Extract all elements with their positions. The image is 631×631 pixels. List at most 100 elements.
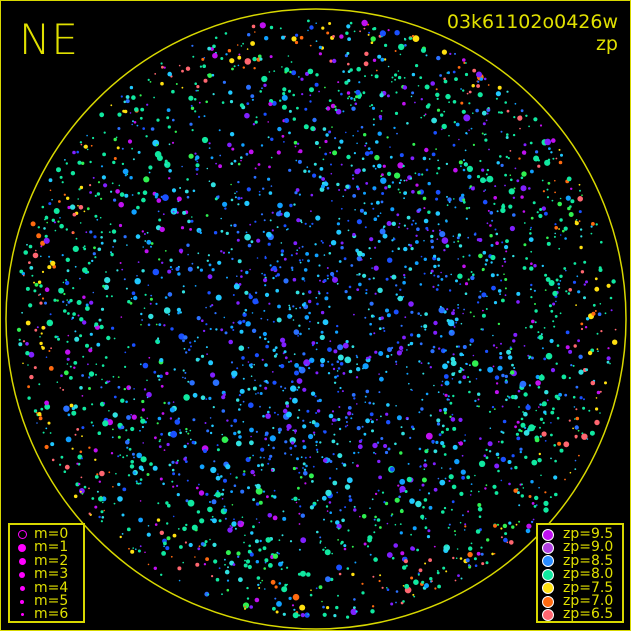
star-marker — [512, 133, 516, 137]
star-marker — [344, 188, 347, 192]
star-marker — [398, 222, 401, 225]
star-marker — [395, 293, 398, 296]
star-marker — [436, 570, 439, 572]
star-marker — [28, 244, 33, 249]
star-marker — [391, 513, 394, 516]
star-marker — [347, 529, 350, 532]
star-marker — [377, 163, 382, 169]
star-marker — [339, 509, 342, 512]
star-marker — [400, 324, 403, 327]
star-marker — [101, 175, 106, 180]
star-marker — [170, 555, 173, 558]
star-marker — [57, 220, 60, 223]
star-marker — [139, 429, 141, 432]
star-marker — [303, 359, 311, 367]
star-marker — [221, 395, 226, 400]
star-marker — [440, 278, 444, 281]
star-marker — [397, 188, 400, 191]
star-marker — [432, 462, 436, 466]
star-marker — [475, 529, 481, 534]
star-marker — [83, 245, 86, 248]
star-marker — [394, 523, 397, 526]
star-marker — [419, 76, 423, 79]
star-marker — [292, 93, 296, 97]
star-marker — [506, 133, 509, 136]
star-marker — [421, 173, 424, 176]
star-marker — [537, 331, 540, 334]
star-marker — [324, 546, 327, 549]
star-marker — [302, 292, 305, 296]
star-marker — [190, 219, 194, 223]
star-marker — [307, 170, 311, 173]
star-marker — [424, 526, 428, 530]
star-marker — [340, 163, 343, 166]
star-marker — [128, 447, 132, 451]
star-marker — [153, 370, 157, 374]
star-marker — [410, 333, 414, 337]
star-marker — [176, 493, 180, 497]
star-marker — [247, 549, 252, 554]
star-marker — [406, 227, 409, 230]
star-marker — [99, 324, 104, 330]
star-marker — [112, 486, 114, 488]
star-marker — [353, 508, 357, 512]
star-marker — [298, 193, 301, 196]
star-marker — [301, 303, 306, 307]
star-marker — [497, 440, 500, 443]
star-marker — [112, 160, 116, 165]
star-marker — [242, 400, 245, 403]
star-marker — [451, 484, 457, 490]
star-marker — [112, 246, 114, 248]
star-marker — [323, 518, 325, 521]
star-marker — [131, 414, 137, 420]
star-marker — [439, 231, 446, 238]
star-marker — [247, 243, 252, 248]
star-marker — [129, 301, 133, 305]
star-marker — [583, 398, 585, 401]
star-marker — [440, 467, 443, 469]
star-marker — [248, 149, 254, 155]
star-marker — [75, 237, 78, 240]
star-marker — [514, 425, 517, 429]
star-marker — [207, 46, 212, 51]
star-marker — [443, 453, 447, 456]
star-marker — [341, 390, 344, 393]
star-marker — [195, 486, 199, 490]
star-marker — [66, 269, 70, 273]
star-marker — [79, 222, 82, 224]
star-marker — [117, 127, 121, 130]
star-marker — [226, 276, 228, 279]
star-marker — [175, 267, 180, 271]
star-marker — [221, 593, 223, 596]
star-marker — [533, 155, 540, 162]
star-marker — [73, 494, 78, 499]
star-marker — [93, 448, 98, 453]
star-marker — [336, 324, 339, 328]
star-marker — [519, 450, 522, 454]
star-marker — [172, 401, 175, 403]
star-marker — [522, 487, 525, 489]
star-marker — [402, 335, 406, 340]
star-marker — [211, 515, 214, 518]
star-marker — [337, 417, 341, 422]
star-marker — [63, 470, 67, 474]
star-marker — [298, 247, 301, 249]
star-marker — [510, 370, 515, 375]
star-marker — [220, 492, 224, 496]
star-marker — [453, 326, 456, 328]
star-marker — [493, 202, 496, 205]
star-marker — [328, 413, 334, 419]
star-marker — [410, 247, 414, 251]
star-marker — [225, 231, 229, 235]
star-marker — [251, 328, 257, 333]
star-marker — [350, 264, 354, 267]
star-marker — [552, 320, 555, 323]
star-marker — [115, 189, 120, 194]
star-marker — [232, 321, 235, 324]
star-marker — [445, 93, 451, 100]
star-marker — [547, 181, 551, 185]
star-marker — [290, 254, 293, 257]
star-marker — [97, 181, 101, 184]
star-marker — [298, 259, 301, 262]
star-marker — [255, 393, 257, 395]
